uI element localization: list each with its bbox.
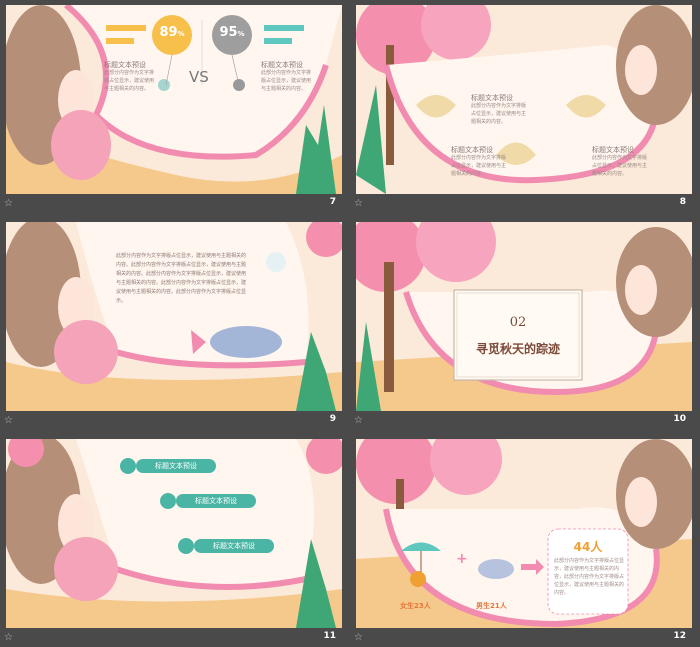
male-label: 男生21人 (476, 602, 507, 610)
slide-7-art (6, 5, 342, 194)
female-label: 女生23人 (400, 602, 431, 610)
slide-thumbnail-12[interactable]: + 女生23人 男生21人 44人 此部分内容作为文字排版占位显示，建议使用与主… (350, 434, 692, 646)
slide-8-art (356, 5, 692, 194)
slide-7-footer: ☆ 7 (0, 196, 342, 212)
slide-12-footer: ☆ 12 (350, 630, 692, 646)
leaf-title-1: 标题文本预设 (471, 94, 513, 102)
total-count: 44人 (573, 540, 603, 554)
slide-9-art (6, 222, 342, 411)
star-icon[interactable]: ☆ (4, 415, 13, 426)
percent-right: 95% (219, 25, 245, 40)
star-icon[interactable]: ☆ (354, 632, 363, 643)
slide-10-art (356, 222, 692, 411)
slide-number: 12 (673, 631, 686, 641)
slide-10-canvas: 02 寻觅秋天的踪迹 (356, 222, 692, 411)
star-icon[interactable]: ☆ (354, 415, 363, 426)
title-right: 标题文本预设 (261, 61, 303, 69)
section-number: 02 (509, 315, 527, 330)
leaf-title-2: 标题文本预设 (451, 146, 493, 154)
percent-left: 89% (159, 25, 185, 40)
title-button-1[interactable]: 标题文本预设 (136, 459, 216, 473)
slide-thumbnail-10[interactable]: 02 寻觅秋天的踪迹 ☆ 10 (350, 217, 692, 429)
total-description: 此部分内容作为文字排版占位显示，建议使用与主题相关的内容，此部分内容作为文字排版… (554, 558, 625, 596)
star-icon[interactable]: ☆ (354, 198, 363, 209)
title-button-3[interactable]: 标题文本预设 (194, 539, 274, 553)
leaf-title-3: 标题文本预设 (592, 146, 634, 154)
slide-8-canvas: 标题文本预设 此部分内容作为文字排版占位显示，建议使用与主题相关的内容。 标题文… (356, 5, 692, 194)
body-left: 此部分内容作为文字排版占位显示，建议使用与主题相关的内容。 (104, 70, 155, 92)
slide-thumbnail-9[interactable]: 此部分内容作为文字排版占位显示，建议使用与主题相关的内容。此部分内容作为文字排版… (0, 217, 342, 429)
star-icon[interactable]: ☆ (4, 632, 13, 643)
slide-thumbnail-7[interactable]: 89% 95% VS 标题文本预设 此部分内容作为文字排版占位显示，建议使用与主… (0, 0, 342, 212)
slide-number: 7 (329, 197, 336, 207)
slide-12-art (356, 439, 692, 628)
vs-label: VS (189, 68, 209, 86)
slide-11-canvas: 标题文本预设 标题文本预设 标题文本预设 (6, 439, 342, 628)
slide-thumbnail-11[interactable]: 标题文本预设 标题文本预设 标题文本预设 ☆ 11 (0, 434, 342, 646)
slide-number: 8 (679, 197, 686, 207)
paragraph-text: 此部分内容作为文字排版占位显示，建议使用与主题相关的内容。此部分内容作为文字排版… (116, 253, 247, 304)
slide-11-footer: ☆ 11 (0, 630, 342, 646)
leaf-body-2: 此部分内容作为文字排版占位显示，建议使用与主题相关的内容。 (451, 155, 507, 177)
slide-number: 11 (323, 631, 336, 641)
star-icon[interactable]: ☆ (4, 198, 13, 209)
leaf-body-3: 此部分内容作为文字排版占位显示，建议使用与主题相关的内容。 (592, 155, 648, 177)
slide-9-footer: ☆ 9 (0, 413, 342, 429)
slide-thumbnail-8[interactable]: 标题文本预设 此部分内容作为文字排版占位显示，建议使用与主题相关的内容。 标题文… (350, 0, 692, 212)
slide-10-footer: ☆ 10 (350, 413, 692, 429)
slide-7-canvas: 89% 95% VS 标题文本预设 此部分内容作为文字排版占位显示，建议使用与主… (6, 5, 342, 194)
slide-12-canvas: + 女生23人 男生21人 44人 此部分内容作为文字排版占位显示，建议使用与主… (356, 439, 692, 628)
slide-number: 9 (329, 414, 336, 424)
title-button-2[interactable]: 标题文本预设 (176, 494, 256, 508)
slide-number: 10 (673, 414, 686, 424)
title-left: 标题文本预设 (104, 61, 146, 69)
body-right: 此部分内容作为文字排版占位显示，建议使用与主题相关的内容。 (261, 70, 312, 92)
plus-sign: + (456, 551, 468, 567)
section-title: 寻觅秋天的踪迹 (475, 342, 560, 356)
slide-8-footer: ☆ 8 (350, 196, 692, 212)
slide-9-canvas: 此部分内容作为文字排版占位显示，建议使用与主题相关的内容。此部分内容作为文字排版… (6, 222, 342, 411)
leaf-body-1: 此部分内容作为文字排版占位显示，建议使用与主题相关的内容。 (471, 103, 527, 125)
